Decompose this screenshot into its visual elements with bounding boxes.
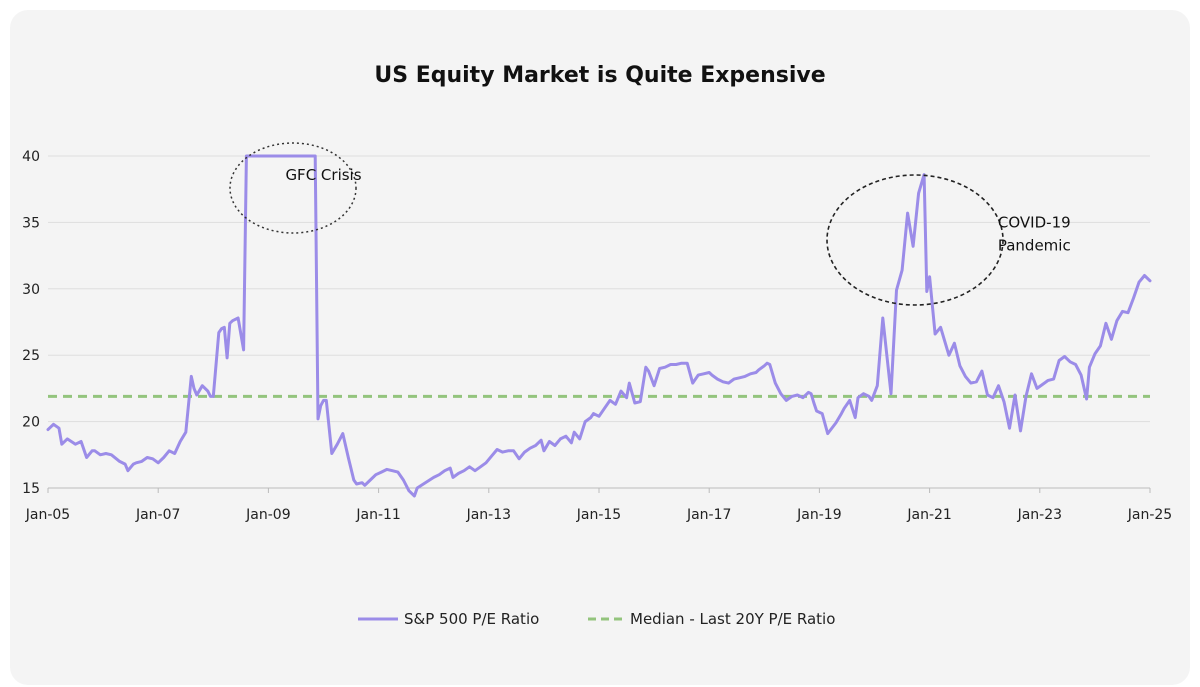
legend-label-pe-ratio: S&P 500 P/E Ratio	[404, 610, 539, 628]
x-tick-label: Jan-09	[245, 507, 290, 523]
grid-lines	[48, 155, 1150, 423]
y-tick-label: 40	[22, 149, 40, 165]
annotation-label: COVID-19	[998, 214, 1071, 232]
x-tick-label: Jan-07	[135, 507, 180, 523]
y-axis-tick-labels: 15 20 25 30 35 40	[22, 149, 40, 497]
chart-title: US Equity Market is Quite Expensive	[374, 63, 825, 88]
series-layer	[46, 154, 1152, 498]
x-tick-label: Jan-21	[906, 507, 951, 523]
x-tick-label: Jan-25	[1127, 507, 1172, 523]
annotations: GFC Crisis COVID-19 Pandemic	[285, 166, 1070, 254]
x-axis-tick-labels: Jan-05 Jan-07 Jan-09 Jan-11 Jan-13 Jan-15 Jan-…	[25, 488, 1172, 523]
x-tick-label: Jan-19	[796, 507, 841, 523]
x-tick-label: Jan-11	[355, 507, 400, 523]
x-tick-label: Jan-17	[686, 507, 731, 523]
chart: US Equity Market is Quite Expensive 15 20…	[22, 63, 1172, 628]
x-tick-label: Jan-05	[25, 507, 70, 523]
y-tick-label: 25	[22, 348, 40, 364]
annotation-label: GFC Crisis	[285, 166, 361, 184]
gfc-highlight-ellipse	[229, 142, 357, 234]
y-tick-label: 30	[22, 282, 40, 298]
chart-card: US Equity Market is Quite Expensive 15 20…	[10, 10, 1190, 685]
y-tick-label: 20	[22, 415, 40, 431]
x-tick-label: Jan-13	[466, 507, 511, 523]
x-tick-label: Jan-15	[576, 507, 621, 523]
x-tick-label: Jan-23	[1017, 507, 1062, 523]
covid-highlight-ellipse	[826, 174, 1004, 306]
legend: S&P 500 P/E Ratio Median - Last 20Y P/E R…	[358, 610, 835, 628]
pe-ratio-line	[46, 154, 1152, 498]
y-tick-label: 35	[22, 215, 40, 231]
annotation-label: Pandemic	[998, 236, 1071, 254]
y-tick-label: 15	[22, 481, 40, 497]
legend-label-median: Median - Last 20Y P/E Ratio	[630, 610, 835, 628]
